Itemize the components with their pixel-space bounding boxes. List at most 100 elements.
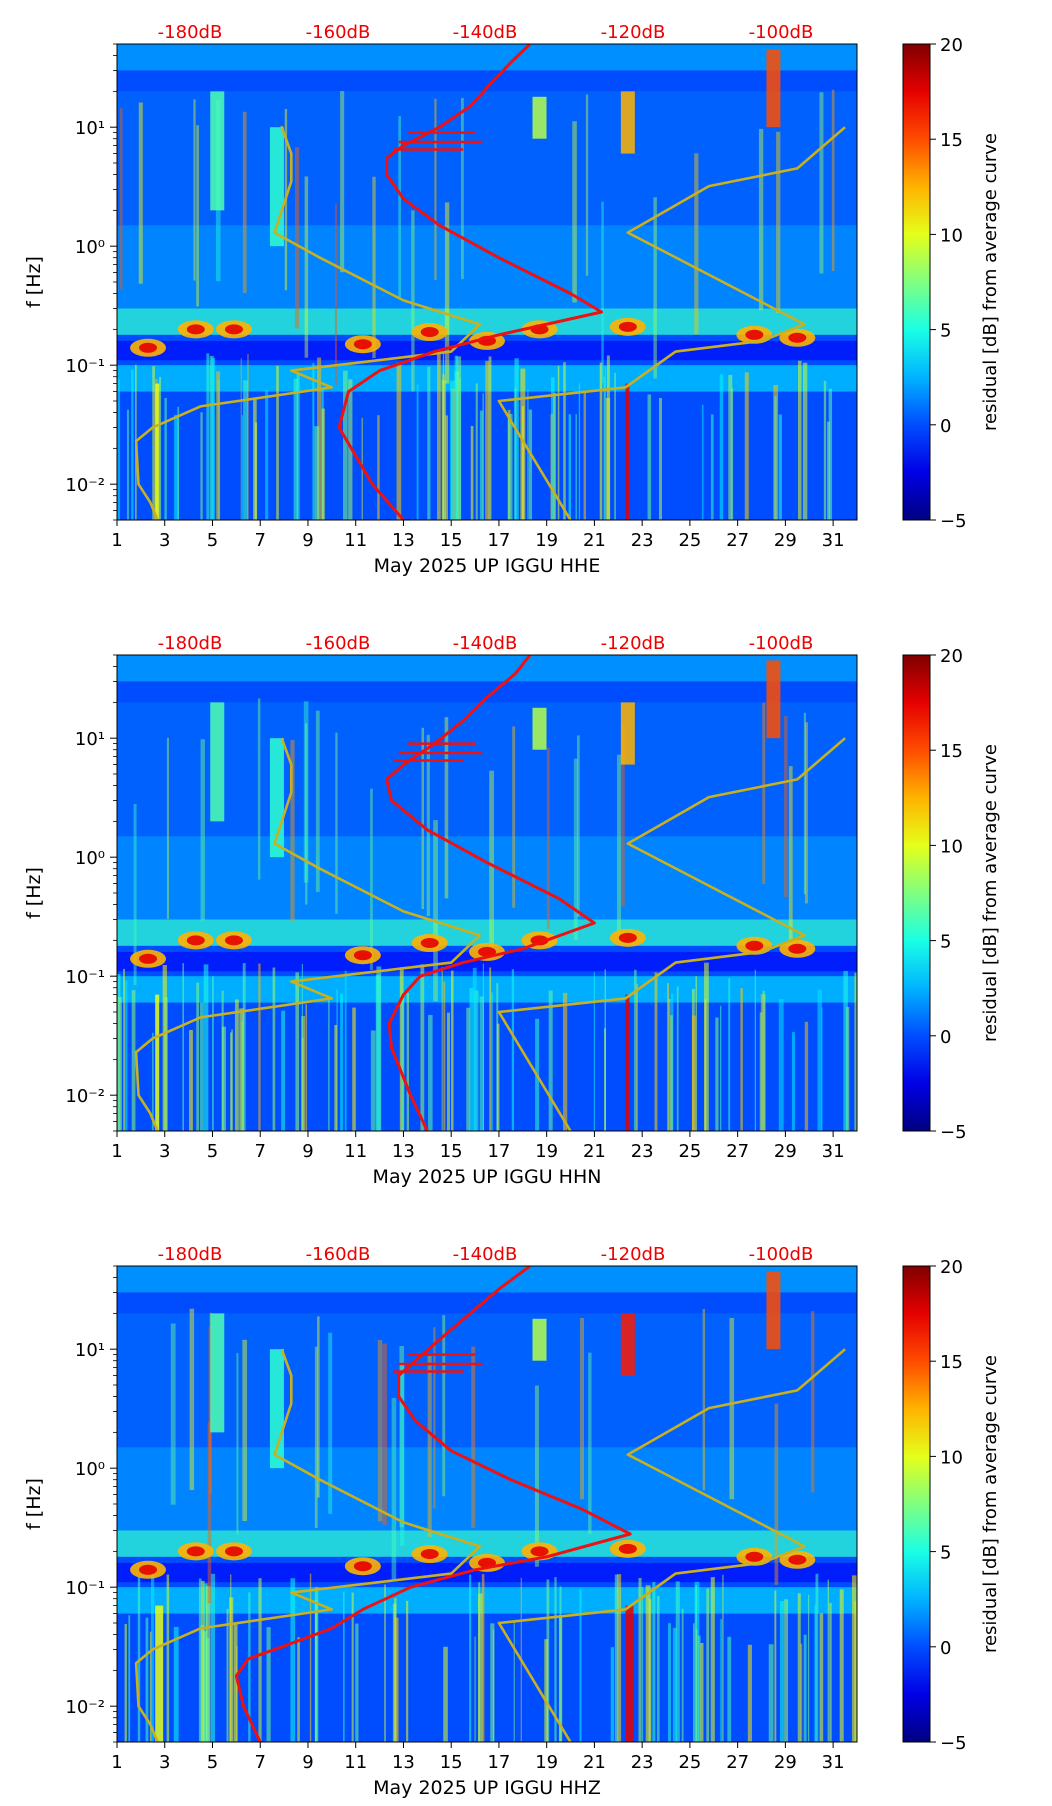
streak <box>788 766 793 948</box>
streak <box>827 1579 829 1742</box>
streak <box>304 176 309 358</box>
streak <box>839 1589 844 1742</box>
microseism-blob-core <box>745 940 764 951</box>
streak <box>321 408 325 520</box>
streak <box>124 980 128 1131</box>
y-tick-label: 10⁰ <box>75 237 105 258</box>
x-tick-label: 17 <box>487 1752 510 1773</box>
plot-area <box>117 655 857 1131</box>
streak <box>396 362 402 520</box>
streak <box>728 374 733 520</box>
db-scale-label: -180dB <box>158 633 223 654</box>
streak <box>314 426 320 520</box>
x-tick-label: 7 <box>254 530 265 551</box>
streak <box>377 1340 383 1522</box>
x-tick-label: 5 <box>207 530 218 551</box>
streak <box>474 1636 476 1742</box>
streak <box>527 389 529 520</box>
streak <box>807 1594 810 1742</box>
streak <box>182 963 184 1131</box>
streak <box>303 701 309 883</box>
streak <box>593 972 595 1131</box>
noise-model-curve <box>134 125 482 520</box>
colorbar <box>902 43 931 521</box>
streak <box>451 970 454 1131</box>
streak <box>216 371 221 520</box>
streak <box>617 1574 622 1742</box>
noise-model-curve <box>497 1348 846 1742</box>
streak <box>694 153 699 335</box>
median-psd-curve <box>385 655 596 1131</box>
streak <box>131 369 134 520</box>
streak <box>272 967 276 1131</box>
streak <box>370 1030 376 1131</box>
streak <box>520 368 526 520</box>
streak <box>293 378 299 520</box>
streak <box>343 1591 345 1742</box>
y-tick-label: 10⁻² <box>65 475 105 496</box>
event-line <box>625 994 630 1131</box>
streak <box>391 1398 397 1580</box>
streak <box>621 725 625 907</box>
streak <box>802 362 808 520</box>
streak <box>162 965 167 1131</box>
microseism-blob-core <box>353 950 372 961</box>
energy-band <box>117 655 857 682</box>
streak <box>485 360 490 520</box>
x-tick-label: 17 <box>487 1141 510 1162</box>
x-tick-label: 1 <box>111 1752 122 1773</box>
streak <box>706 1588 710 1742</box>
streak <box>328 997 330 1131</box>
microseism-blob-core <box>224 1546 243 1557</box>
streak <box>478 1593 483 1742</box>
streak <box>159 376 162 520</box>
streak <box>433 1327 436 1509</box>
y-tick-label: 10⁻¹ <box>65 1578 105 1599</box>
streak <box>177 406 180 520</box>
colorbar-tick-label: 15 <box>940 741 963 762</box>
colorbar-tick-label: 0 <box>940 1638 951 1659</box>
streak <box>702 1309 706 1491</box>
streak <box>234 999 239 1131</box>
x-tick-label: 7 <box>254 1141 265 1162</box>
streak <box>534 1385 539 1567</box>
streak <box>606 355 610 520</box>
microseism-blob-core <box>788 1554 807 1565</box>
streak <box>511 969 514 1131</box>
hot-zone <box>532 707 547 750</box>
streak <box>557 366 560 520</box>
streak <box>421 727 425 910</box>
streak <box>727 1636 732 1742</box>
microseism-blob-core <box>618 321 637 332</box>
streak <box>117 379 121 520</box>
db-scale-label: -160dB <box>306 22 371 43</box>
streak <box>461 97 464 280</box>
streak <box>544 1639 549 1742</box>
x-tick-label: 3 <box>159 1752 170 1773</box>
streak <box>226 1608 229 1742</box>
colorbar-tick-label: 5 <box>940 321 951 342</box>
streak <box>614 1574 619 1742</box>
streak <box>819 92 824 274</box>
x-tick-label: 17 <box>487 530 510 551</box>
x-tick-label: 19 <box>535 1141 558 1162</box>
x-tick-label: 25 <box>678 1752 701 1773</box>
x-axis-label: May 2025 UP IGGU HHE <box>374 555 601 577</box>
streak <box>276 365 279 520</box>
streak <box>456 356 462 520</box>
colorbar <box>902 1265 931 1743</box>
streak <box>762 702 766 884</box>
streak <box>548 990 553 1131</box>
streak <box>675 1581 680 1742</box>
streak <box>193 99 196 281</box>
streak <box>200 412 203 520</box>
db-scale-label: -140dB <box>453 1244 518 1265</box>
streak <box>335 732 338 914</box>
streak <box>656 1595 660 1742</box>
streak <box>124 1624 127 1742</box>
colorbar-tick-label: 15 <box>940 130 963 151</box>
y-tick-label: 10⁻² <box>65 1086 105 1107</box>
